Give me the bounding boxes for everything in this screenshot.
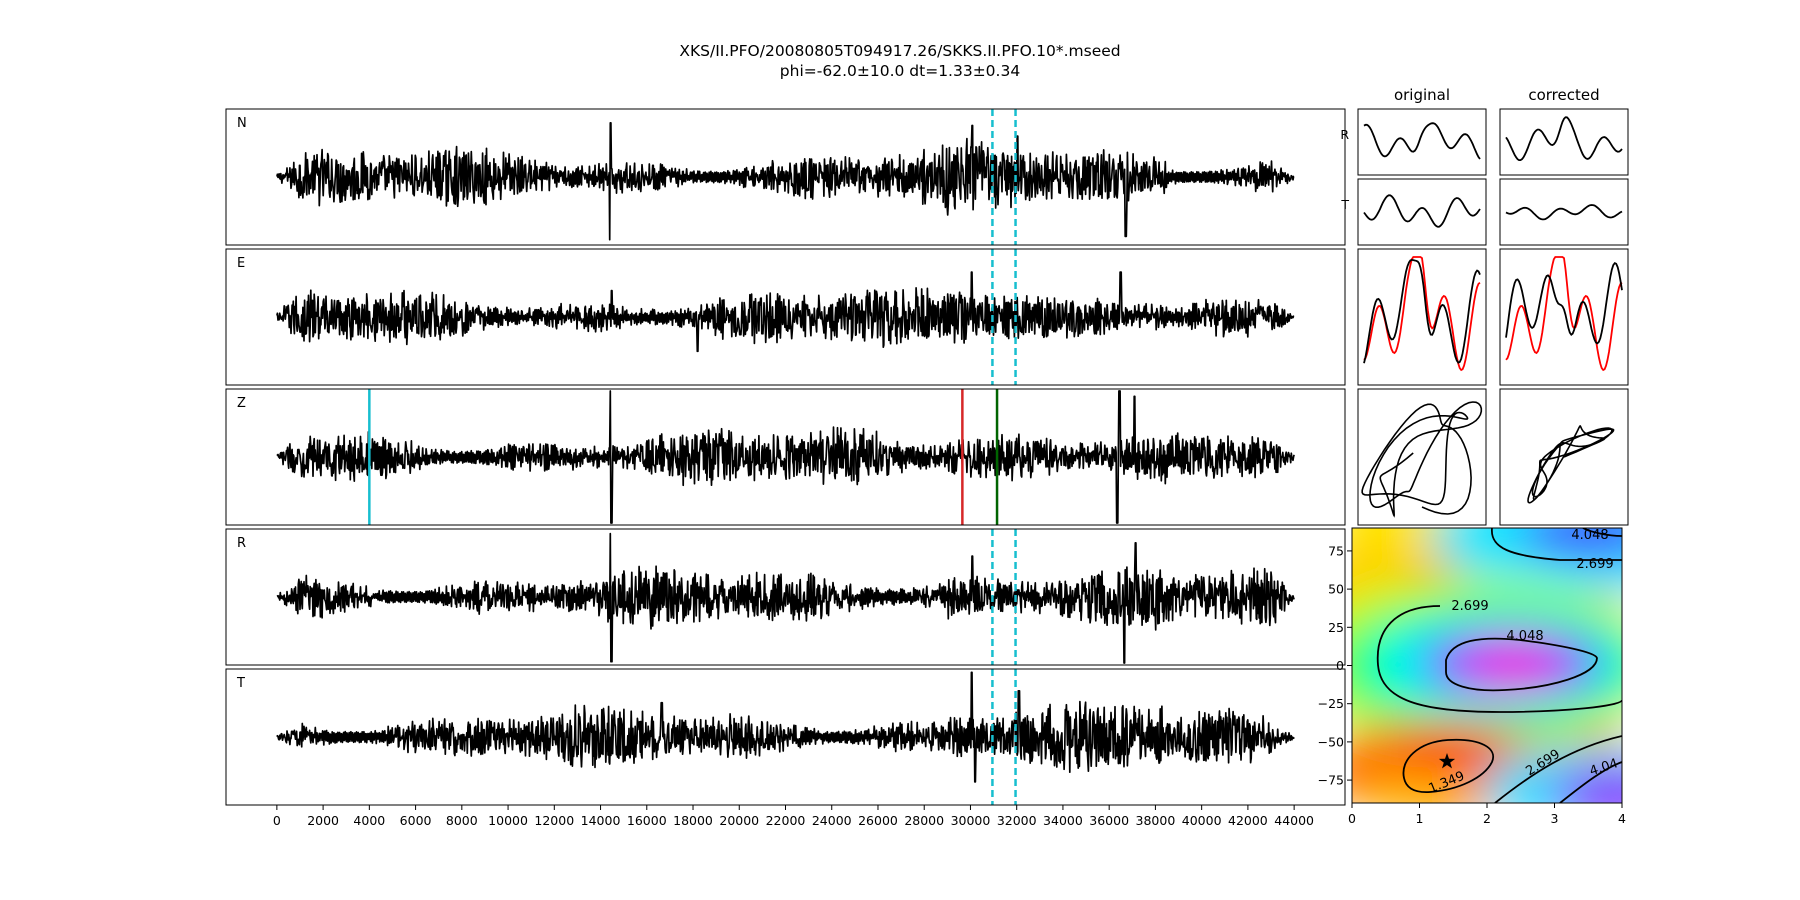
original-particle-motion-trace xyxy=(1361,401,1483,518)
x-tick-label: 28000 xyxy=(904,813,944,828)
original-overlay-trace xyxy=(1363,258,1481,364)
heat-x-tick-label: 1 xyxy=(1416,811,1424,826)
contour-label: 2.699 xyxy=(1576,557,1613,572)
original-t-component-panel xyxy=(1357,178,1487,246)
channel-label-z: Z xyxy=(237,396,246,411)
heat-y-tick-label: 0 xyxy=(1336,658,1344,673)
corrected-reference-trace xyxy=(1505,256,1623,372)
corrected-r-component-frame xyxy=(1499,108,1629,176)
channel-label-r: R xyxy=(237,536,246,551)
x-tick-label: 18000 xyxy=(673,813,713,828)
row-label-t: T xyxy=(1340,197,1349,212)
x-tick-label: 10000 xyxy=(488,813,528,828)
x-tick-label: 4000 xyxy=(353,813,385,828)
x-tick-label: 42000 xyxy=(1228,813,1268,828)
error-surface-heatmap xyxy=(1352,528,1622,803)
particle-motion-panels: original corrected R T xyxy=(1340,86,1629,526)
original-waveform-overlay-frame xyxy=(1357,248,1487,386)
corrected-t-trace xyxy=(1505,204,1623,221)
x-tick-label: 8000 xyxy=(446,813,478,828)
x-tick-label: 16000 xyxy=(627,813,667,828)
corrected-r-component-panel xyxy=(1499,108,1629,176)
heat-y-tick-label: 75 xyxy=(1328,543,1344,558)
corrected-waveform-overlay-frame xyxy=(1499,248,1629,386)
corrected-r-trace xyxy=(1505,116,1623,161)
x-tick-label: 30000 xyxy=(951,813,991,828)
x-tick-label: 22000 xyxy=(766,813,806,828)
x-tick-label: 26000 xyxy=(858,813,898,828)
x-tick-label: 24000 xyxy=(812,813,852,828)
heat-y-tick-label: 25 xyxy=(1328,620,1344,635)
heat-x-tick-label: 2 xyxy=(1483,811,1491,826)
column-header-corrected: corrected xyxy=(1528,86,1599,104)
original-t-component-frame xyxy=(1357,178,1487,246)
waveform-frame-z xyxy=(225,388,1346,526)
best-fit-star xyxy=(1438,753,1456,769)
corrected-particle-motion-frame xyxy=(1499,388,1629,526)
corrected-particle-motion-trace xyxy=(1527,425,1615,504)
x-tick-label: 34000 xyxy=(1043,813,1083,828)
waveform-panels: N E Z R T xyxy=(225,108,1346,806)
column-header-original: original xyxy=(1394,86,1450,104)
contour-label: 2.699 xyxy=(1451,599,1488,614)
waveform-frame-n xyxy=(225,108,1346,246)
original-t-trace xyxy=(1363,194,1481,228)
original-waveform-overlay-panel xyxy=(1357,248,1487,386)
heat-y-tick-label: 50 xyxy=(1328,582,1344,597)
heat-y-tick-label: −25 xyxy=(1318,696,1344,711)
x-tick-label: 6000 xyxy=(400,813,432,828)
waveform-frame-e xyxy=(225,248,1346,386)
contour-label: 4.048 xyxy=(1506,629,1543,644)
figure-title: XKS/II.PFO/20080805T094917.26/SKKS.II.PF… xyxy=(679,42,1120,60)
corrected-waveform-overlay-panel xyxy=(1499,248,1629,386)
corrected-t-component-panel xyxy=(1499,178,1629,246)
waveform-trace-z xyxy=(276,390,1295,524)
corrected-t-component-frame xyxy=(1499,178,1629,246)
x-tick-label: 38000 xyxy=(1136,813,1176,828)
channel-label-t: T xyxy=(236,676,245,691)
waveform-trace-r xyxy=(276,532,1295,664)
x-tick-label: 20000 xyxy=(719,813,759,828)
waveform-trace-n xyxy=(276,122,1295,241)
original-r-trace xyxy=(1363,122,1481,160)
error-surface-contours xyxy=(1376,528,1622,803)
waveform-x-axis: 0 2000 4000 6000 8000 10000 12000 14000 16000 180… xyxy=(273,805,1314,828)
heat-y-tick-label: −50 xyxy=(1318,734,1344,749)
original-particle-motion-panel xyxy=(1357,388,1487,526)
x-tick-label: 0 xyxy=(273,813,281,828)
waveform-trace-t xyxy=(276,671,1295,783)
corrected-overlay-trace xyxy=(1505,261,1623,345)
x-tick-label: 32000 xyxy=(997,813,1037,828)
waveform-frame-r xyxy=(225,528,1346,666)
waveform-trace-e xyxy=(276,271,1295,353)
contour-label: 4.048 xyxy=(1571,528,1608,543)
channel-label-e: E xyxy=(237,256,245,271)
x-tick-label: 36000 xyxy=(1089,813,1129,828)
channel-label-n: N xyxy=(237,116,247,131)
original-r-component-frame xyxy=(1357,108,1487,176)
x-tick-label: 14000 xyxy=(581,813,621,828)
row-label-r: R xyxy=(1340,127,1349,142)
heat-y-tick-label: −75 xyxy=(1318,773,1344,788)
x-tick-label: 40000 xyxy=(1182,813,1222,828)
heat-x-tick-label: 4 xyxy=(1618,811,1626,826)
waveform-panel-z: Z xyxy=(225,388,1346,526)
original-particle-motion-frame xyxy=(1357,388,1487,526)
waveform-panel-n: N xyxy=(225,108,1346,246)
waveform-panel-e: E xyxy=(225,248,1346,386)
heat-x-tick-label: 0 xyxy=(1348,811,1356,826)
figure-subtitle: phi=-62.0±10.0 dt=1.33±0.34 xyxy=(780,62,1020,80)
x-tick-label: 2000 xyxy=(307,813,339,828)
heat-x-tick-label: 3 xyxy=(1551,811,1559,826)
x-tick-label: 44000 xyxy=(1274,813,1314,828)
corrected-particle-motion-panel xyxy=(1499,388,1629,526)
waveform-panel-t: T xyxy=(225,668,1346,806)
x-tick-label: 12000 xyxy=(534,813,574,828)
original-r-component-panel xyxy=(1357,108,1487,176)
waveform-panel-r: R xyxy=(225,528,1346,666)
